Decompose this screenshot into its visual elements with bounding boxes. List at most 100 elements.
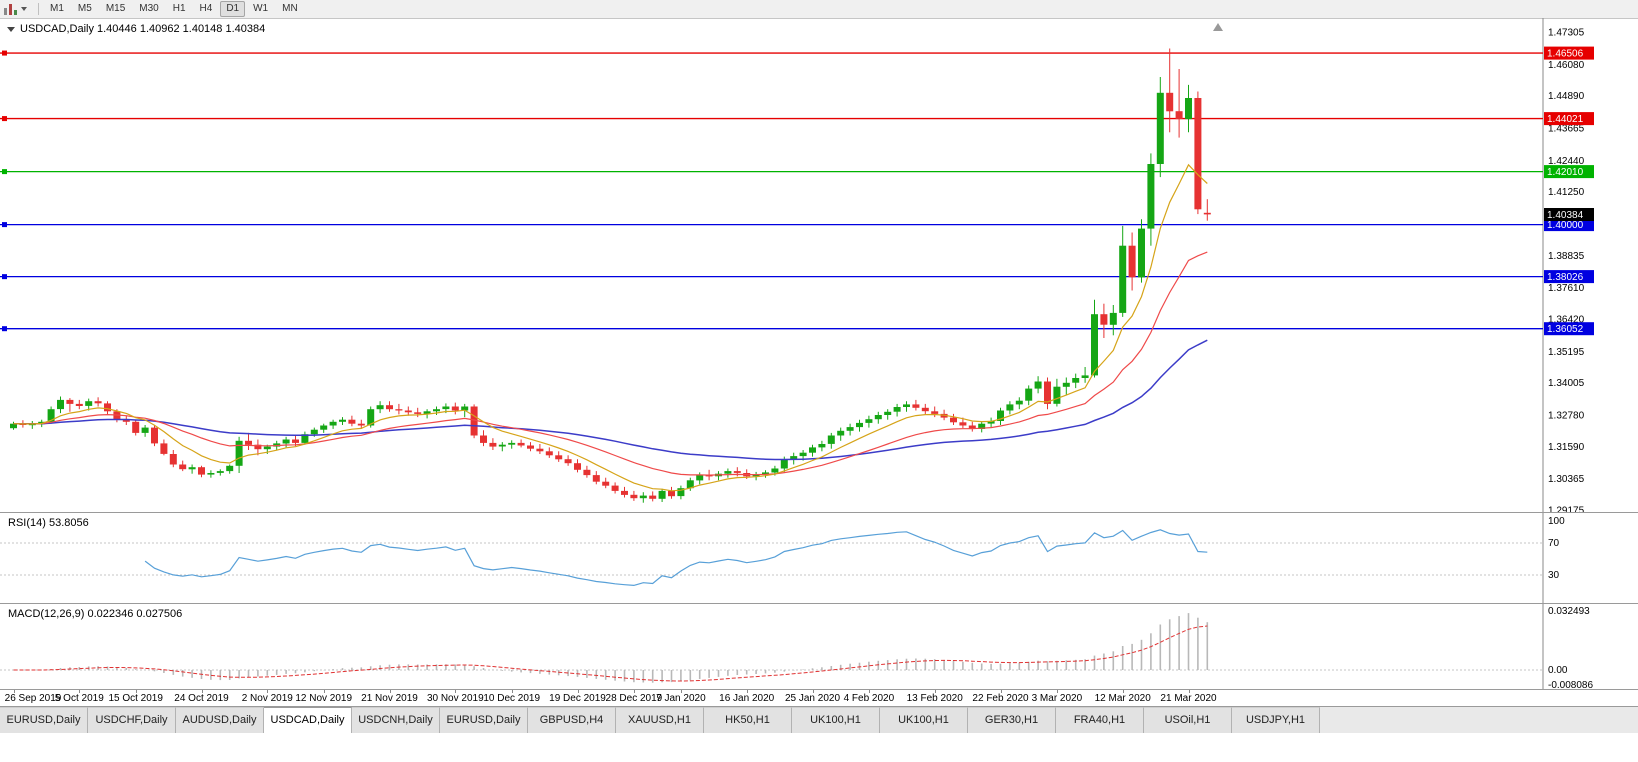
timeframe-button-m1[interactable]: M1 <box>50 3 64 14</box>
rsi-axis-label: 100 <box>1548 516 1565 527</box>
candle-bullish <box>677 485 685 500</box>
candle-bullish <box>1109 305 1117 336</box>
line-handle[interactable] <box>2 326 7 332</box>
candle-bearish <box>160 439 168 456</box>
timeframe-button-h1[interactable]: H1 <box>172 3 186 14</box>
time-axis-tick <box>680 690 682 693</box>
candle-bearish <box>555 451 563 462</box>
macd-panel-canvas[interactable]: 0.032493 0.00 -0.008086 <box>0 604 1638 689</box>
chart-tab-xauusd-h1[interactable]: XAUUSD,H1 <box>616 707 704 733</box>
timeframe-button-m15[interactable]: M15 <box>105 3 126 14</box>
line-handle[interactable] <box>2 274 7 280</box>
timeframe-button-mn[interactable]: MN <box>282 3 298 14</box>
line-handle[interactable] <box>2 169 7 175</box>
time-axis[interactable]: 26 Sep 2019 5 Oct 2019 15 Oct 2019 24 Oct 2… <box>0 690 1638 706</box>
chart-tab-fra40-h1[interactable]: FRA40,H1 <box>1056 707 1144 733</box>
horizontal-price-line[interactable] <box>0 274 1543 280</box>
candle-bearish <box>921 403 929 415</box>
ma-line-mid <box>13 251 1208 476</box>
candle-bearish <box>179 460 187 472</box>
candle-bearish <box>602 477 610 489</box>
time-axis-tick <box>511 690 513 693</box>
chart-tab-usdcad-daily[interactable]: USDCAD,Daily <box>264 707 352 733</box>
horizontal-price-line[interactable] <box>0 326 1543 332</box>
panel-splitter[interactable] <box>0 603 1638 604</box>
macd-indicator-label: MACD(12,26,9) 0.022346 0.027506 <box>8 608 183 620</box>
candle-bullish <box>696 472 704 485</box>
time-axis-label: 13 Feb 2020 <box>906 693 963 704</box>
price-line-badge: 1.36052 <box>1544 322 1594 336</box>
candle-bullish <box>884 409 892 420</box>
candle-bullish <box>978 421 986 433</box>
timeframe-button-h4[interactable]: H4 <box>199 3 213 14</box>
chart-tab-audusd-daily[interactable]: AUDUSD,Daily <box>176 707 264 733</box>
charts-toolbar-icon[interactable] <box>3 3 27 16</box>
ma-line-slow <box>13 339 1208 461</box>
candle-bullish <box>141 425 149 437</box>
price-axis-label: 1.32780 <box>1548 410 1585 421</box>
candle-bearish <box>395 403 403 415</box>
time-axis-tick <box>746 690 748 693</box>
timeframe-button-d1[interactable]: D1 <box>220 1 246 17</box>
candle-bearish <box>592 471 600 485</box>
horizontal-price-line[interactable] <box>0 222 1543 228</box>
candle-bearish <box>583 465 591 478</box>
candle-bullish <box>837 427 845 441</box>
time-axis-tick <box>201 690 203 693</box>
timeframe-button-m30[interactable]: M30 <box>139 3 159 14</box>
chart-shift-marker[interactable] <box>1213 23 1223 31</box>
candle-bullish <box>329 419 337 429</box>
rsi-axis-label: 70 <box>1548 538 1560 549</box>
svg-text:1.46506: 1.46506 <box>1547 49 1584 60</box>
candle-bullish <box>903 401 910 412</box>
collapse-indicator-icon[interactable] <box>7 26 15 32</box>
candle-bullish <box>1091 299 1098 378</box>
candle-bearish <box>414 407 422 418</box>
time-axis-label: 30 Nov 2019 <box>426 693 484 704</box>
timeframe-button-m5[interactable]: M5 <box>77 3 92 14</box>
chart-tab-usdjpy-h1[interactable]: USDJPY,H1 <box>1232 707 1320 733</box>
horizontal-price-line[interactable] <box>0 116 1543 122</box>
panel-splitter[interactable] <box>0 512 1638 513</box>
candle-bullish <box>216 469 224 476</box>
main-chart-canvas[interactable]: 1.47305 1.46080 1.44890 1.43665 1.42440 1.412… <box>0 18 1638 512</box>
time-axis-label: 5 Oct 2019 <box>54 693 104 704</box>
chart-tab-gbpusd-h4[interactable]: GBPUSD,H4 <box>528 707 616 733</box>
candle-bearish <box>611 482 619 494</box>
macd-axis-label: 0.032493 <box>1548 606 1590 617</box>
line-handle[interactable] <box>2 116 7 122</box>
chart-tab-uk100-h1[interactable]: UK100,H1 <box>792 707 880 733</box>
candle-bullish <box>57 396 64 414</box>
time-axis-label: 21 Nov 2019 <box>361 693 418 704</box>
timeframe-button-w1[interactable]: W1 <box>253 3 269 14</box>
chart-tab-hk50-h1[interactable]: HK50,H1 <box>704 707 792 733</box>
price-axis-label: 1.37610 <box>1548 283 1585 294</box>
chart-tab-ger30-h1[interactable]: GER30,H1 <box>968 707 1056 733</box>
time-axis-label: 15 Oct 2019 <box>108 693 163 704</box>
candle-bullish <box>376 401 384 414</box>
time-axis-label: 10 Dec 2019 <box>483 693 541 704</box>
price-axis-label: 1.41250 <box>1548 187 1585 198</box>
chart-tab-usdcnh-daily[interactable]: USDCNH,Daily <box>352 707 440 733</box>
candle-bearish <box>104 401 111 415</box>
rsi-panel-canvas[interactable]: 100 70 30 <box>0 513 1638 603</box>
time-axis-label: 4 Feb 2020 <box>843 693 895 704</box>
candle-bearish <box>950 413 957 425</box>
chart-tab-eurusd-daily[interactable]: EURUSD,Daily <box>440 707 528 733</box>
chart-tab-eurusd-daily[interactable]: EURUSD,Daily <box>0 707 88 733</box>
candle-bearish <box>968 421 976 432</box>
chart-tab-usdchf-daily[interactable]: USDCHF,Daily <box>88 707 176 733</box>
candle-bearish <box>151 425 158 447</box>
horizontal-price-line[interactable] <box>0 50 1543 56</box>
chart-tab-usoil-h1[interactable]: USOil,H1 <box>1144 707 1232 733</box>
candle-bullish <box>818 440 826 452</box>
mini-chart-icon <box>4 3 17 15</box>
horizontal-price-line[interactable] <box>0 169 1543 175</box>
time-axis-tick <box>577 690 579 693</box>
price-axis-label: 1.46080 <box>1548 60 1585 71</box>
line-handle[interactable] <box>2 222 7 228</box>
time-axis-tick <box>1122 690 1124 693</box>
line-handle[interactable] <box>2 50 7 56</box>
chart-tab-uk100-h1[interactable]: UK100,H1 <box>880 707 968 733</box>
price-line-badge: 1.42010 <box>1544 165 1594 178</box>
